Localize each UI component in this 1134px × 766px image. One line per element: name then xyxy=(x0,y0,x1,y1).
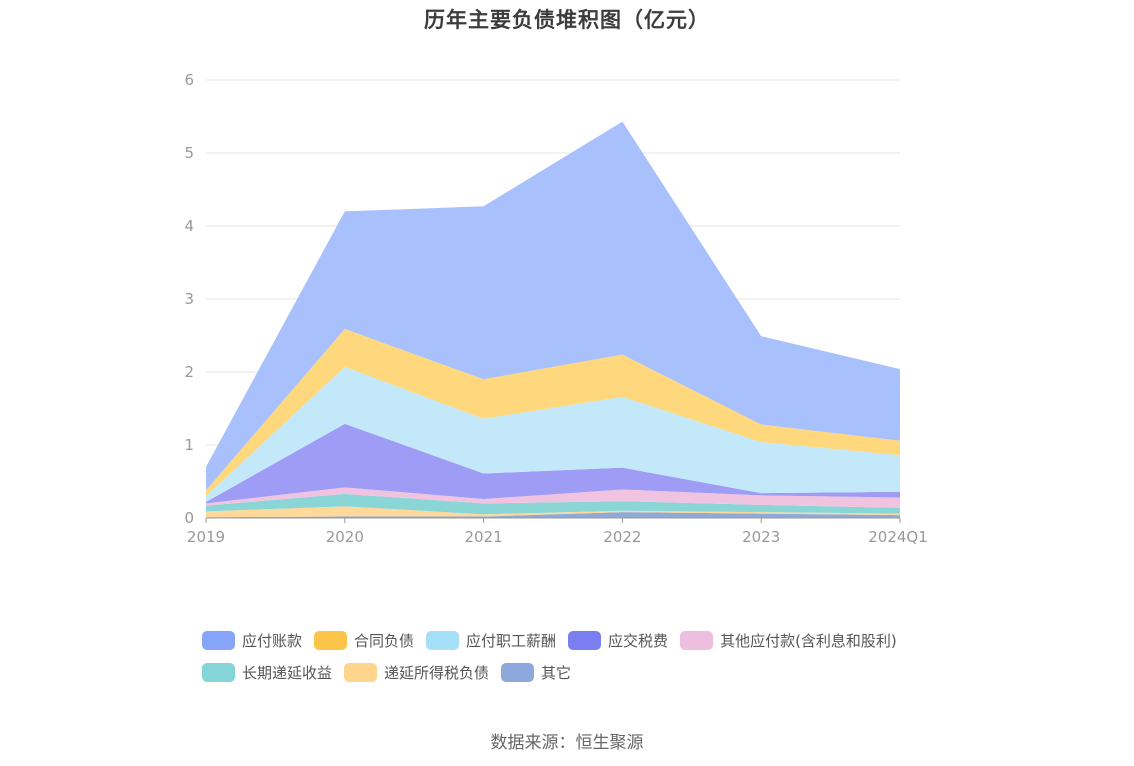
x-tick-label: 2021 xyxy=(465,528,503,546)
y-tick-label: 4 xyxy=(184,217,194,235)
area-其他应付款(含利息和股利) xyxy=(206,487,900,508)
legend-swatch xyxy=(202,630,235,650)
area-series xyxy=(206,121,900,518)
x-tick-label: 2022 xyxy=(603,528,641,546)
y-tick-label: 2 xyxy=(184,363,194,381)
legend-item[interactable]: 应付账款 xyxy=(202,630,302,650)
legend-item[interactable]: 递延所得税负债 xyxy=(344,662,489,682)
area-递延所得税负债 xyxy=(206,506,900,518)
legend-item[interactable]: 其它 xyxy=(501,662,571,682)
legend-item[interactable]: 其他应付款(含利息和股利) xyxy=(680,630,897,650)
x-tick-label: 2020 xyxy=(326,528,364,546)
y-tick-label: 5 xyxy=(184,144,194,162)
data-source: 数据来源：恒生聚源 xyxy=(490,733,644,753)
legend-item[interactable]: 长期递延收益 xyxy=(202,662,332,682)
legend-label: 合同负债 xyxy=(354,631,415,650)
legend-item[interactable]: 合同负债 xyxy=(314,630,414,650)
legend-swatch xyxy=(344,662,378,682)
legend-swatch xyxy=(680,630,714,650)
legend-label: 长期递延收益 xyxy=(242,663,333,682)
area-应付职工薪酬 xyxy=(206,366,900,502)
legend-swatch xyxy=(501,662,535,682)
legend-swatch xyxy=(202,662,235,682)
legend-label: 其他应付款(含利息和股利) xyxy=(720,631,897,650)
legend-swatch xyxy=(314,630,348,650)
area-合同负债 xyxy=(206,328,900,497)
y-tick-label: 6 xyxy=(184,71,194,89)
y-tick-label: 3 xyxy=(184,290,194,308)
y-tick-label: 1 xyxy=(184,436,194,454)
axes: 0 1 2 3 4 5 6 2019 2020 2021 2022 2023 2024Q1 xyxy=(184,71,927,546)
legend-swatch xyxy=(568,630,602,650)
area-长期递延收益 xyxy=(206,493,900,515)
x-tick-label: 2023 xyxy=(742,528,780,546)
x-tick-label: 2024Q1 xyxy=(868,528,928,546)
legend-label: 其它 xyxy=(541,663,572,682)
legend-swatch xyxy=(426,630,460,650)
x-tick-label: 2019 xyxy=(187,528,225,546)
chart-title: 历年主要负债堆积图（亿元） xyxy=(424,8,710,32)
legend-item[interactable]: 应交税费 xyxy=(568,630,668,650)
y-tick-label: 0 xyxy=(184,509,194,527)
legend-label: 应付账款 xyxy=(242,631,303,650)
legend-label: 应付职工薪酬 xyxy=(466,631,557,650)
legend-label: 递延所得税负债 xyxy=(384,663,490,682)
legend: 应付账款 合同负债 应付职工薪酬 应交税费 其他应付款(含利息和股利) 长期递延收益 递延所… xyxy=(202,630,962,682)
stacked-area-chart: 0 1 2 3 4 5 6 2019 2020 2021 2022 2023 2024Q1 xyxy=(184,71,927,546)
legend-item[interactable]: 应付职工薪酬 xyxy=(426,630,556,650)
area-应交税费 xyxy=(206,423,900,504)
area-应付账款 xyxy=(206,121,900,491)
legend-label: 应交税费 xyxy=(608,631,669,650)
